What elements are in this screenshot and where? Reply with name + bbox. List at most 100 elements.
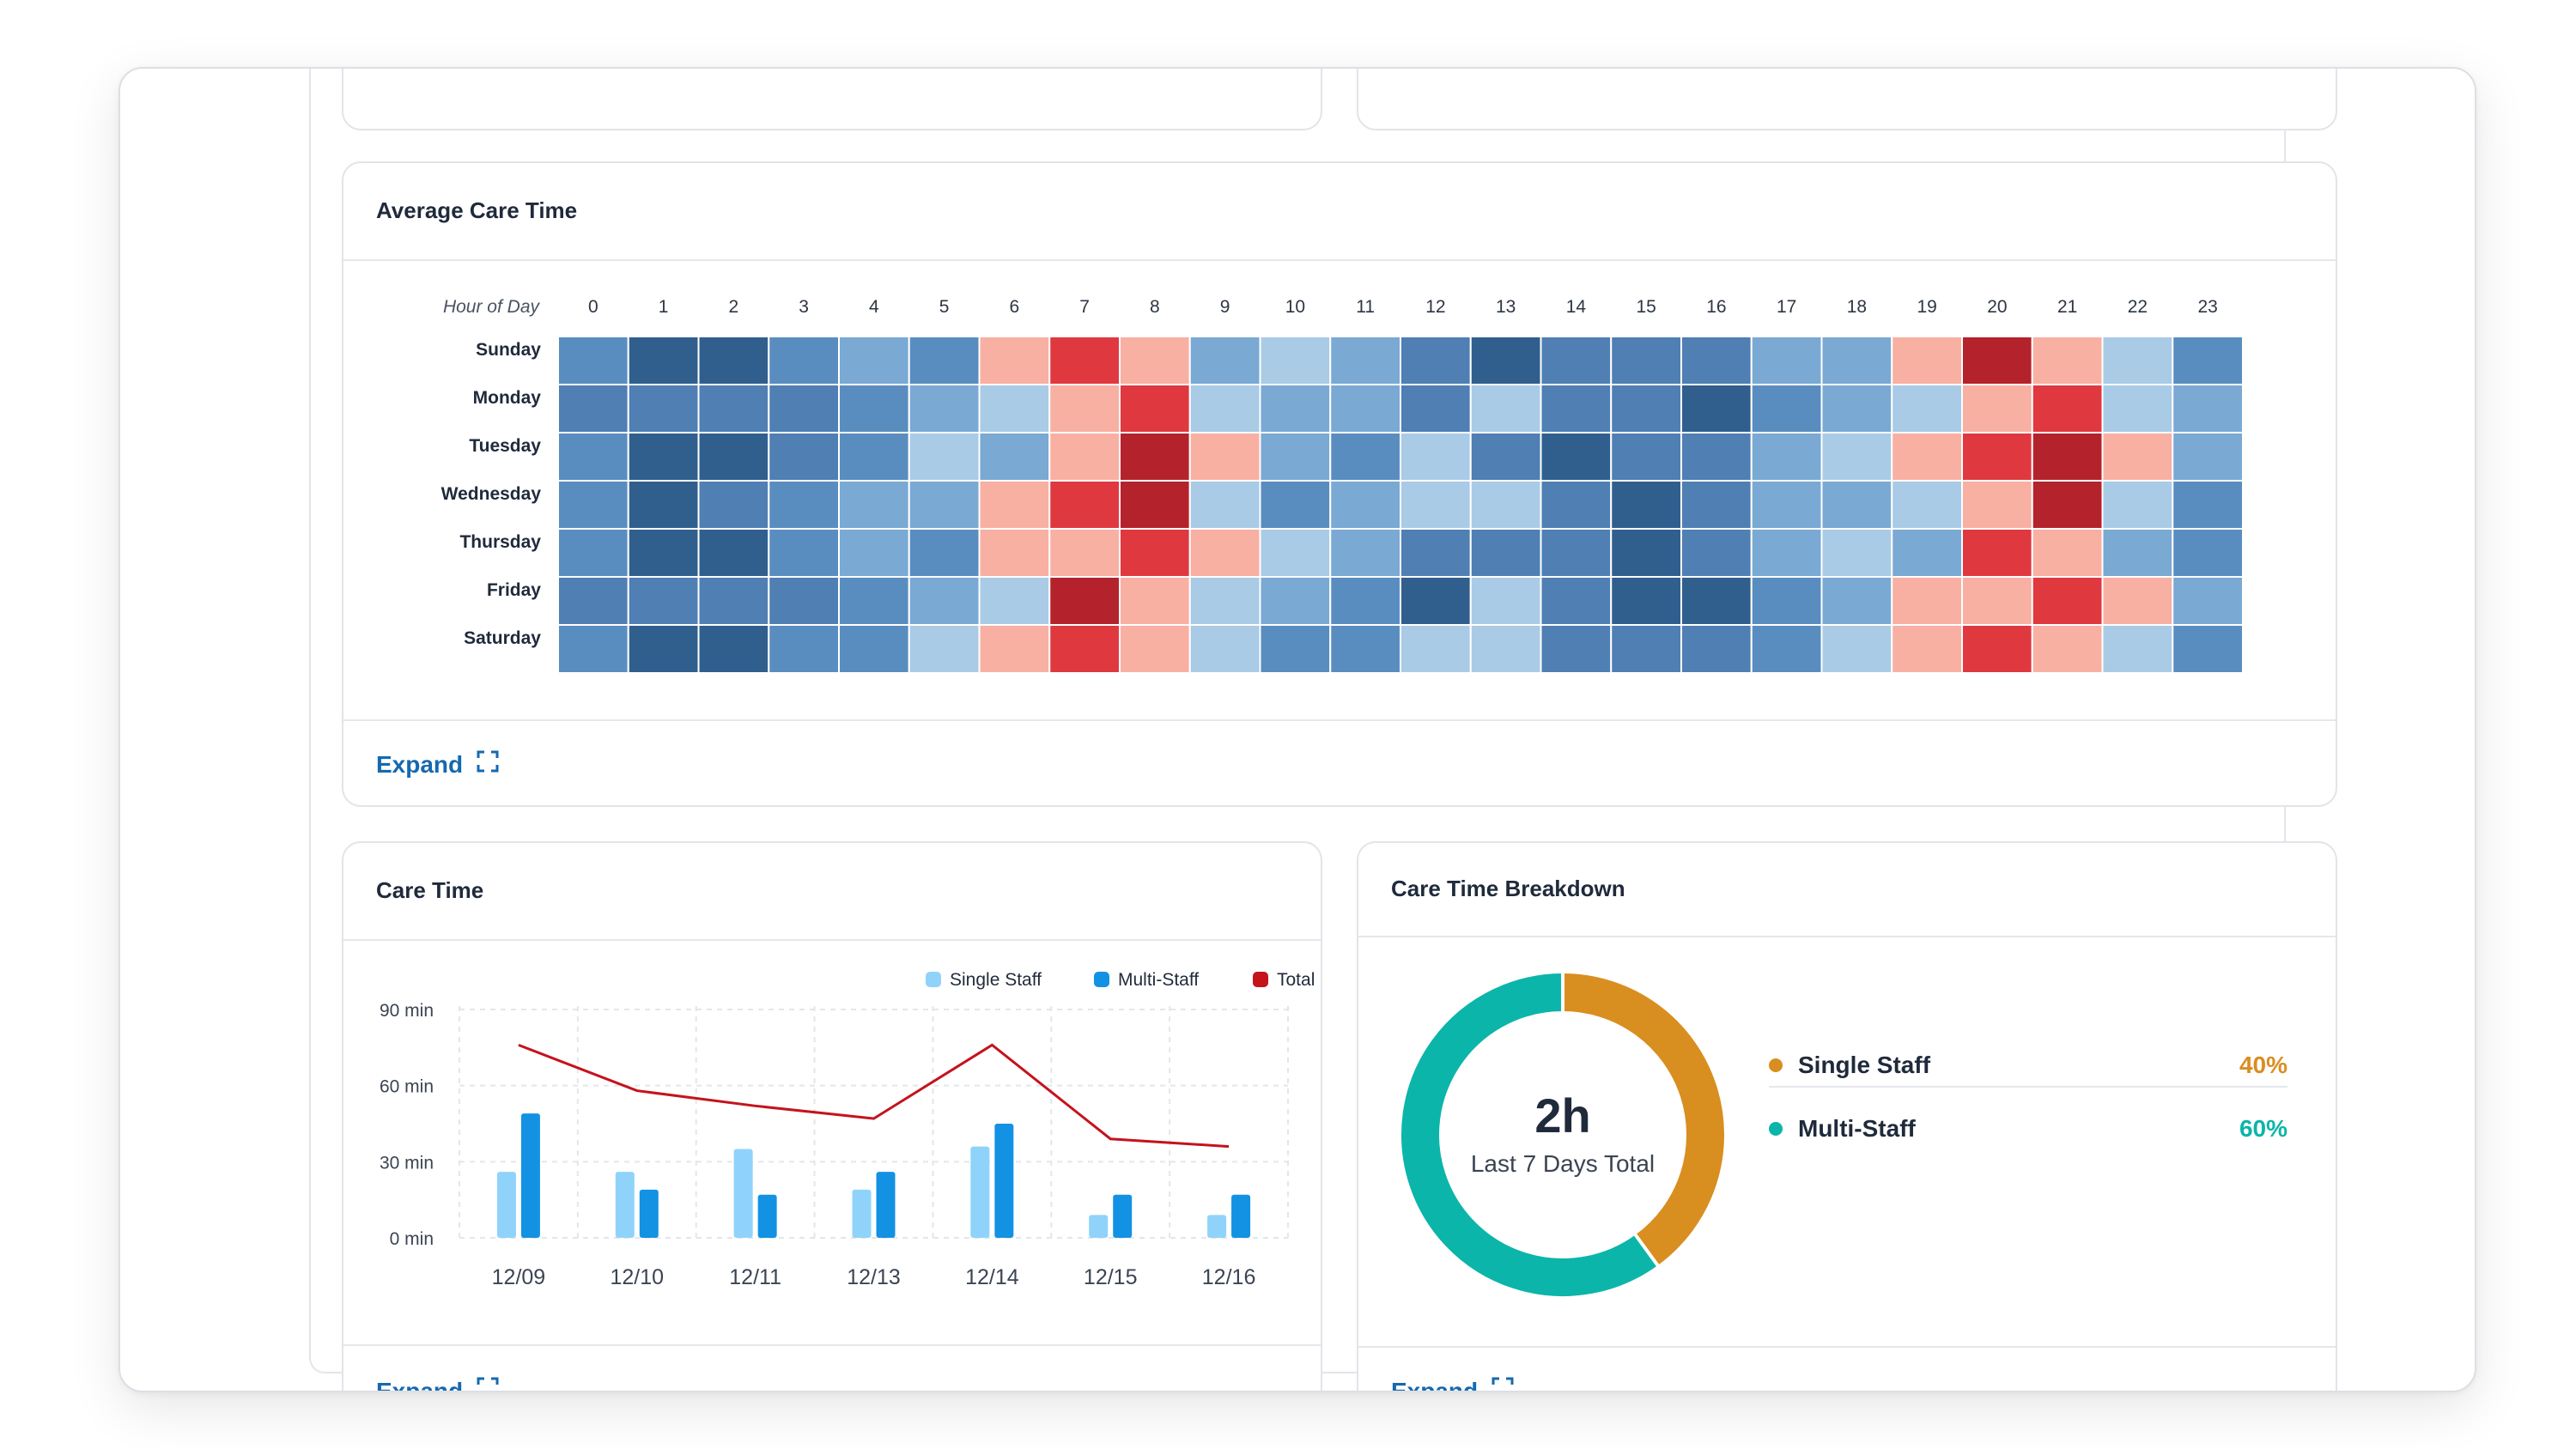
heatmap-x-axis-title: Hour of Day bbox=[443, 297, 541, 317]
heatmap-cell bbox=[1469, 576, 1542, 626]
heatmap-cell bbox=[697, 336, 770, 385]
bar-multi-staff bbox=[520, 1113, 540, 1238]
bar-single-staff bbox=[852, 1189, 872, 1238]
heatmap-cell bbox=[838, 384, 910, 433]
card-footer: Expand bbox=[343, 719, 2336, 805]
heatmap-cell bbox=[557, 624, 629, 674]
heatmap-cell bbox=[1750, 624, 1823, 674]
heatmap-cell bbox=[627, 384, 700, 433]
bar-multi-staff bbox=[1113, 1194, 1133, 1238]
heatmap-cell bbox=[1891, 624, 1963, 674]
x-tick-label: 12/13 bbox=[847, 1265, 901, 1289]
hour-tick-label: 23 bbox=[2197, 297, 2217, 317]
heatmap-cell bbox=[978, 432, 1051, 482]
heatmap-cell bbox=[2101, 576, 2174, 626]
bar-multi-staff bbox=[876, 1172, 896, 1238]
heatmap-cell bbox=[768, 432, 840, 482]
heatmap-cell bbox=[1188, 384, 1261, 433]
legend-label: Multi-Staff bbox=[1798, 1115, 1916, 1142]
heatmap-cell bbox=[1400, 480, 1472, 530]
heatmap-cell bbox=[697, 528, 770, 578]
heatmap-cell bbox=[1469, 480, 1542, 530]
heatmap-cell bbox=[1610, 432, 1682, 482]
heatmap-cell bbox=[978, 480, 1051, 530]
heatmap-cell bbox=[768, 624, 840, 674]
heatmap-cell bbox=[1610, 384, 1682, 433]
heatmap-cell bbox=[908, 528, 981, 578]
heatmap-cell bbox=[1820, 624, 1893, 674]
heatmap-cell bbox=[1400, 528, 1472, 578]
heatmap-cell bbox=[2031, 432, 2104, 482]
card-footer: Expand bbox=[1358, 1346, 2336, 1391]
heatmap-cell bbox=[627, 480, 700, 530]
expand-button[interactable]: Expand bbox=[376, 750, 499, 779]
hour-tick-label: 21 bbox=[2057, 297, 2077, 317]
heatmap-cell bbox=[1680, 480, 1753, 530]
day-label: Wednesday bbox=[441, 484, 542, 504]
total-label: Last 7 Days Total bbox=[1470, 1150, 1656, 1177]
heatmap-cell bbox=[1048, 480, 1121, 530]
card-header: Average Care Time bbox=[343, 163, 2336, 261]
legend-label: Multi-Staff bbox=[1118, 970, 1199, 990]
heatmap-cell bbox=[627, 336, 700, 385]
legend-dot bbox=[1769, 1122, 1783, 1136]
heatmap-cell bbox=[1188, 336, 1261, 385]
expand-button[interactable]: Expand bbox=[376, 1377, 499, 1391]
heatmap-cell bbox=[1119, 624, 1191, 674]
heatmap-cell bbox=[627, 576, 700, 626]
legend-swatch bbox=[1253, 972, 1268, 987]
bar-single-staff bbox=[496, 1172, 516, 1238]
hour-tick-label: 13 bbox=[1496, 297, 1516, 317]
heatmap-cell bbox=[1400, 576, 1472, 626]
expand-button[interactable]: Expand bbox=[1391, 1377, 1514, 1391]
heatmap-cell bbox=[1891, 432, 1963, 482]
heatmap-cell bbox=[1540, 576, 1613, 626]
day-label: Monday bbox=[473, 388, 542, 408]
window-frame: Average Care Time Hour of Day 0 1 2 3 4 5 6 7 8 9 1… bbox=[118, 67, 2476, 1392]
hour-tick-label: 19 bbox=[1917, 297, 1936, 317]
heatmap-cell bbox=[1891, 384, 1963, 433]
average-care-time-card: Average Care Time Hour of Day 0 1 2 3 4 5 6 7 8 9 1… bbox=[342, 161, 2337, 807]
heatmap-cell bbox=[1048, 624, 1121, 674]
hour-tick-label: 6 bbox=[1010, 297, 1020, 317]
heatmap-cell bbox=[1259, 336, 1332, 385]
heatmap-cell bbox=[1188, 432, 1261, 482]
heatmap-cell bbox=[2101, 624, 2174, 674]
heatmap-cell bbox=[1961, 384, 2033, 433]
heatmap-cell bbox=[1820, 336, 1893, 385]
heatmap-cell bbox=[1750, 336, 1823, 385]
card-title: Average Care Time bbox=[376, 197, 578, 223]
heatmap-cell bbox=[2031, 624, 2104, 674]
hour-tick-label: 0 bbox=[588, 297, 598, 317]
x-tick-label: 12/11 bbox=[729, 1265, 781, 1289]
heatmap-cell bbox=[908, 432, 981, 482]
heatmap-cell bbox=[768, 528, 840, 578]
legend-label: Single Staff bbox=[950, 970, 1042, 990]
bar-multi-staff bbox=[639, 1189, 659, 1238]
heatmap-cell bbox=[2101, 432, 2174, 482]
hour-tick-label: 20 bbox=[1987, 297, 2007, 317]
heatmap-cell bbox=[1188, 576, 1261, 626]
heatmap-cell bbox=[697, 480, 770, 530]
day-label: Thursday bbox=[459, 532, 541, 552]
bar-single-staff bbox=[733, 1149, 753, 1238]
heatmap-cell bbox=[2172, 528, 2244, 578]
heatmap-cell bbox=[1400, 624, 1472, 674]
heatmap-cell bbox=[2031, 528, 2104, 578]
heatmap-cell bbox=[2031, 384, 2104, 433]
bar-single-staff bbox=[615, 1172, 635, 1238]
total-line bbox=[518, 1043, 1230, 1149]
heatmap-cell bbox=[1750, 384, 1823, 433]
heatmap-cell bbox=[1680, 384, 1753, 433]
heatmap-cell bbox=[1820, 576, 1893, 626]
heatmap-cell bbox=[1961, 336, 2033, 385]
y-tick-label: 30 min bbox=[380, 1153, 434, 1173]
hour-tick-label: 15 bbox=[1636, 297, 1656, 317]
expand-icon bbox=[477, 750, 499, 779]
hour-tick-label: 16 bbox=[1706, 297, 1726, 317]
heatmap-cell bbox=[2172, 480, 2244, 530]
heatmap-cell bbox=[1119, 432, 1191, 482]
heatmap-cell bbox=[1891, 528, 1963, 578]
hour-tick-label: 7 bbox=[1079, 297, 1090, 317]
heatmap-cell bbox=[1048, 576, 1121, 626]
